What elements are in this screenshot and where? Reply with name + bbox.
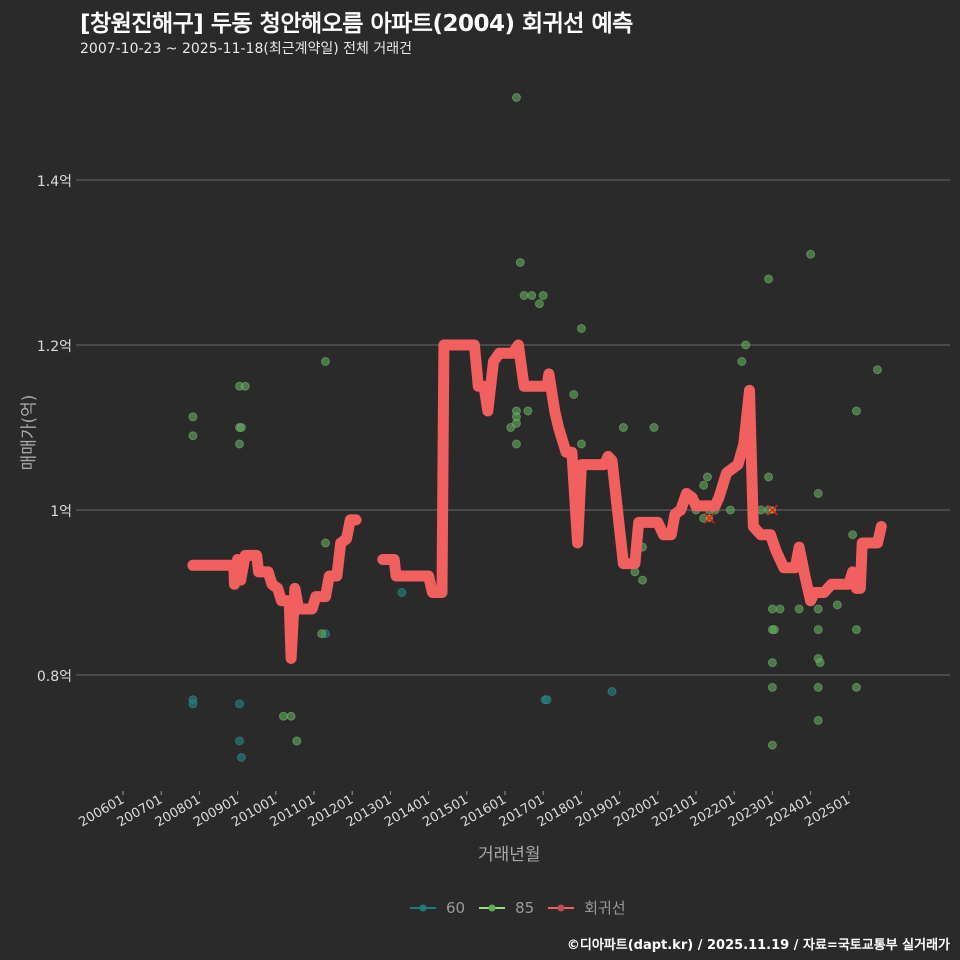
data-point-85 (872, 365, 882, 375)
legend-item-85[interactable]: 85 (479, 899, 534, 917)
data-point-85 (813, 625, 823, 635)
data-point-85 (278, 711, 288, 721)
data-point-85 (618, 423, 628, 432)
y-tick-label: 0.8억 (36, 669, 72, 685)
data-point-85 (519, 291, 529, 300)
chart-title: [창원진해구] 두동 청안해오름 아파트(2004) 회귀선 예측 (80, 11, 633, 37)
data-point-85 (851, 682, 861, 692)
data-point-85 (851, 406, 861, 416)
legend-label-60: 60 (446, 898, 466, 917)
legend-label-85: 85 (515, 898, 535, 917)
data-point-85 (292, 736, 302, 746)
data-point-85 (188, 431, 198, 441)
data-point-85 (775, 604, 785, 614)
series-60-points (188, 555, 617, 762)
legend: 60 85 회귀선 (410, 897, 632, 918)
data-point-85 (767, 740, 777, 750)
data-point-85 (725, 505, 735, 515)
x-axis-ticks: 2006012007012008012009012010012011012012… (77, 791, 853, 830)
data-point-85 (767, 604, 777, 614)
data-point-85 (649, 423, 659, 432)
data-point-85 (813, 604, 823, 614)
data-point-60 (236, 753, 246, 762)
data-point-85 (851, 625, 861, 635)
data-point-85 (317, 629, 327, 639)
data-point-85 (702, 472, 712, 482)
data-point-85 (240, 381, 250, 391)
data-point-85 (794, 604, 804, 614)
data-point-85 (523, 406, 533, 416)
y-tick-label: 1.2억 (36, 339, 72, 355)
data-point-85 (848, 530, 858, 540)
data-point-85 (806, 249, 816, 259)
legend-item-60[interactable]: 60 (410, 899, 465, 917)
data-point-85 (832, 600, 842, 610)
x-axis-label: 거래년월 (478, 845, 541, 865)
data-point-85 (511, 93, 521, 102)
data-point-85 (515, 258, 525, 267)
footer-credit: ©디아파트(dapt.kr) / 2025.11.19 / 자료=국토교통부 실… (566, 938, 950, 953)
regression-segment (377, 339, 887, 607)
data-point-85 (527, 291, 537, 300)
outlier-markers (703, 504, 778, 524)
data-point-85 (741, 340, 751, 350)
legend-label-regression: 회귀선 (584, 899, 626, 917)
data-point-85 (737, 357, 747, 366)
data-point-85 (236, 423, 246, 432)
data-point-85 (538, 291, 548, 300)
data-point-85 (815, 658, 825, 668)
legend-85-icon (479, 904, 506, 911)
data-point-85 (286, 711, 296, 721)
data-point-85 (813, 682, 823, 692)
data-point-85 (534, 299, 544, 309)
data-point-85 (638, 575, 648, 585)
regression-line (187, 339, 887, 664)
data-point-85 (188, 412, 198, 422)
chart-subtitle: 2007-10-23 ~ 2025-11-18(최근계약일) 전체 거래건 (80, 41, 412, 57)
y-tick-label: 1억 (50, 504, 72, 520)
legend-item-regression[interactable]: 회귀선 (548, 897, 626, 918)
data-point-85 (576, 324, 586, 333)
data-point-60 (542, 695, 552, 705)
data-point-85 (511, 439, 521, 449)
data-point-85 (769, 625, 779, 635)
data-point-85 (320, 357, 330, 366)
data-point-60 (397, 588, 407, 597)
data-point-85 (576, 439, 586, 449)
data-point-85 (764, 274, 774, 284)
data-point-85 (569, 390, 579, 399)
data-point-85 (764, 472, 774, 482)
data-point-60 (235, 736, 245, 746)
data-point-60 (607, 687, 617, 696)
y-tick-label: 1.4억 (36, 174, 72, 190)
data-point-85 (699, 480, 709, 490)
data-point-85 (511, 418, 521, 428)
data-point-85 (813, 489, 823, 498)
legend-60-icon (410, 904, 436, 911)
data-point-85 (767, 658, 777, 668)
data-point-85 (235, 439, 245, 449)
series-85-points (188, 93, 882, 750)
data-point-85 (767, 682, 777, 692)
data-point-60 (235, 699, 245, 709)
data-point-85 (320, 538, 330, 548)
regression-segment (187, 514, 362, 664)
data-point-60 (188, 699, 198, 709)
legend-regression-icon (548, 904, 575, 911)
data-point-85 (813, 715, 823, 725)
